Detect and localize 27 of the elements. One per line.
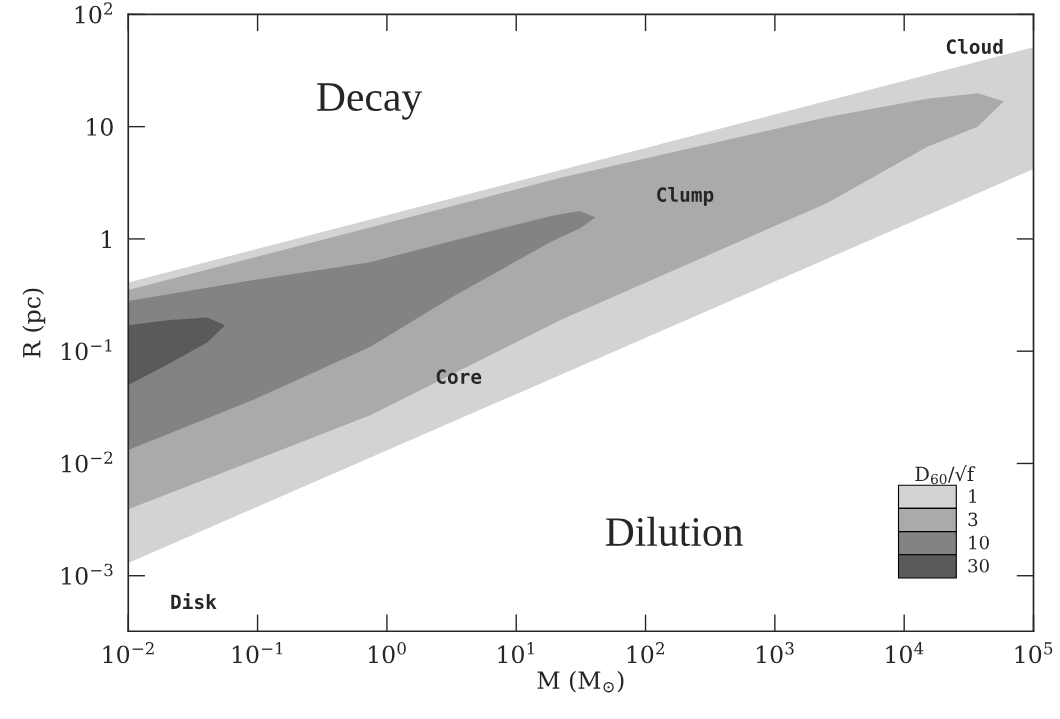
x-tick-label: 10$^{2}$ [627,642,664,664]
x-tick-label: 10$^{0}$ [369,642,406,664]
x-axis-title: M (M$_{⊙}$) [537,670,624,693]
x-tick-label: 10$^{4}$ [886,642,924,664]
y-tick-label: 10$^{−1}$ [62,339,112,361]
legend-label: 30 [968,558,989,573]
x-tick-label: 10$^{−1}$ [232,642,283,664]
annotation: Decay [317,83,423,120]
annotation: Disk [171,593,217,610]
y-tick-label: 1 [102,230,112,248]
legend-label: 10 [969,535,989,550]
annotation: Cloud [946,38,1003,54]
legend-label: 1 [969,489,977,503]
y-tick-label: 10$^{−2}$ [62,451,113,473]
y-tick-label: 10$^{−3}$ [62,563,113,585]
y-axis-title: R (pc) [22,288,46,358]
x-tick-label: 10$^{−2}$ [103,642,154,664]
y-tick-label: 10 [87,118,113,136]
annotation: Clump [657,186,714,206]
x-tick-label: 10$^{3}$ [756,642,794,664]
legend-title: D$_{60}$/√f [915,465,976,485]
annotation: Dilution [605,516,743,547]
y-tick-label: 10$^{2}$ [75,2,112,24]
annotation: Core [436,369,482,384]
x-tick-label: 10$^{1}$ [498,642,534,664]
legend-label: 3 [968,512,978,527]
x-tick-label: 10$^{5}$ [1015,642,1053,664]
